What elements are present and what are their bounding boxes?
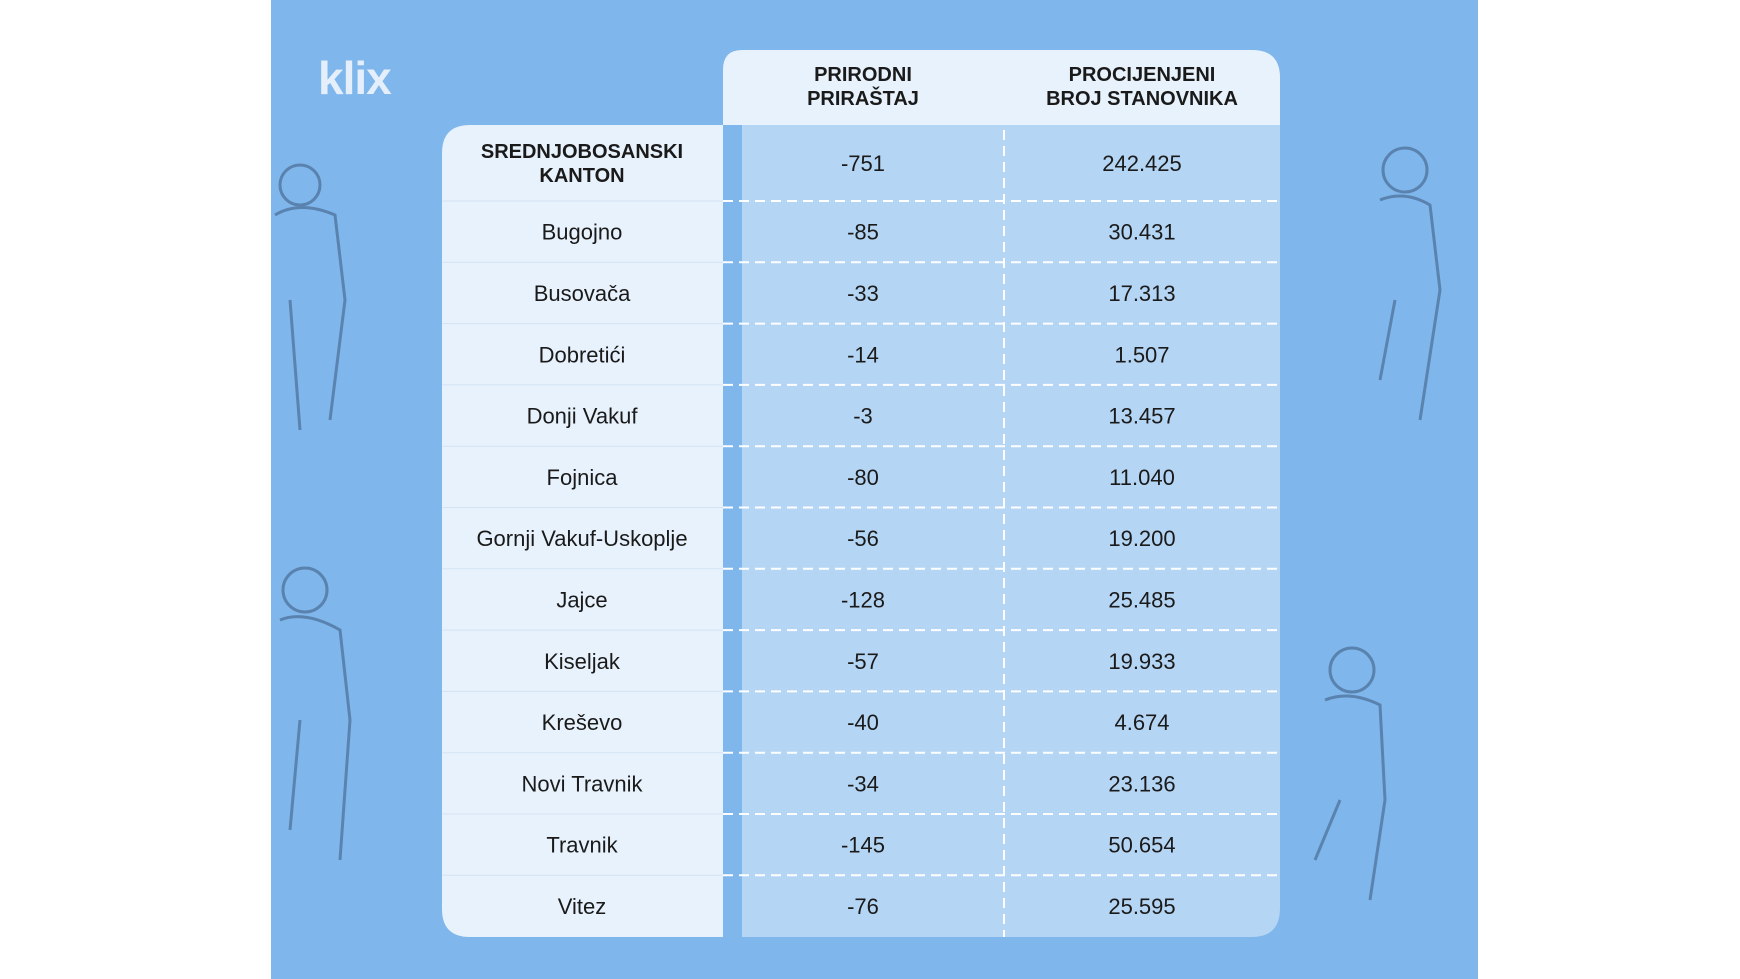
cell: Kiseljak (544, 649, 621, 674)
header-bg (723, 50, 1280, 125)
cell: -85 (847, 219, 879, 244)
cell: Fojnica (547, 465, 619, 490)
cell: -33 (847, 281, 879, 306)
cell: -57 (847, 649, 879, 674)
cell: 19.200 (1108, 526, 1175, 551)
cell: Novi Travnik (521, 771, 643, 796)
cell: -128 (841, 587, 885, 612)
cell: 25.595 (1108, 894, 1175, 919)
cell: 25.485 (1108, 587, 1175, 612)
cell: 1.507 (1114, 342, 1169, 367)
cell: -3 (853, 403, 873, 428)
cell: -80 (847, 465, 879, 490)
cell: 17.313 (1108, 281, 1175, 306)
cell: 30.431 (1108, 219, 1175, 244)
header-cell: PRIRODNI PRIRAŠTAJ (807, 64, 919, 110)
cell: SREDNJOBOSANSKI KANTON (481, 141, 683, 187)
cell: -56 (847, 526, 879, 551)
cell: Dobretići (539, 342, 626, 367)
cell: Travnik (546, 832, 618, 857)
cell: 242.425 (1102, 151, 1182, 176)
cell: Busovača (534, 281, 631, 306)
cell: Jajce (556, 587, 607, 612)
cell: -34 (847, 771, 879, 796)
cell: -40 (847, 710, 879, 735)
header-cell: PROCIJENJENI BROJ STANOVNIKA (1046, 64, 1238, 110)
cell: -76 (847, 894, 879, 919)
cell: Kreševo (542, 710, 623, 735)
cell: -751 (841, 151, 885, 176)
data-panel (742, 50, 1280, 937)
figures (274, 146, 1442, 901)
logo: klix (318, 52, 392, 104)
cell: 19.933 (1108, 649, 1175, 674)
cell: Gornji Vakuf-Uskoplje (476, 526, 687, 551)
cell: -145 (841, 832, 885, 857)
cell: Vitez (558, 894, 607, 919)
cell: Donji Vakuf (527, 403, 639, 428)
cell: -14 (847, 342, 879, 367)
cell: 13.457 (1108, 403, 1175, 428)
cell: Bugojno (542, 219, 623, 244)
label-column (442, 125, 723, 937)
cell: 11.040 (1109, 465, 1175, 490)
cell: 4.674 (1114, 710, 1169, 735)
cell: 50.654 (1108, 832, 1175, 857)
cell: 23.136 (1108, 771, 1175, 796)
